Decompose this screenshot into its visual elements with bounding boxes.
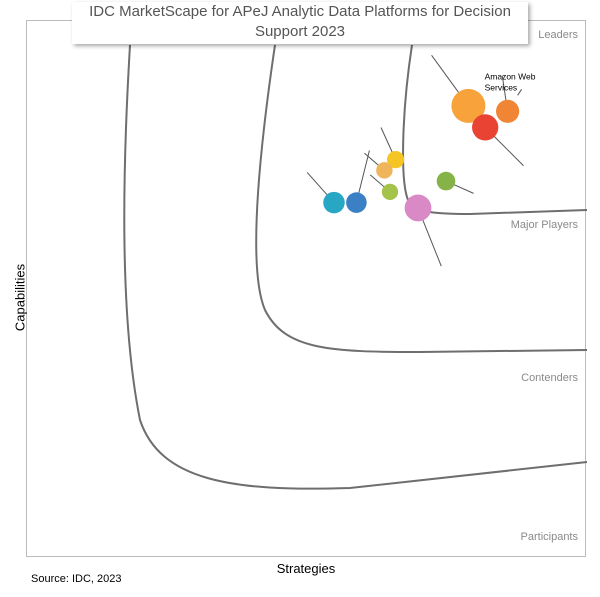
vendor-label-leader	[517, 89, 523, 96]
vendor-bubble	[451, 88, 486, 123]
chart-title: IDC MarketScape for APeJ Analytic Data P…	[72, 2, 528, 44]
vendor-bubble	[472, 114, 499, 141]
chart-title-line-2: Support 2023	[254, 23, 346, 40]
vendor-bubble	[387, 151, 405, 169]
vendor-bubble	[436, 171, 456, 191]
contenders-boundary	[123, 44, 588, 490]
major-players-boundary	[255, 44, 588, 354]
vendor-label: Amazon Web Services	[485, 71, 536, 92]
vendor-bubble	[323, 191, 345, 214]
zone-label-contenders: Contenders	[521, 372, 578, 384]
chart-title-line-1: IDC MarketScape for APeJ Analytic Data P…	[89, 3, 511, 20]
vendor-bubble	[496, 99, 520, 123]
vendor-bubble	[381, 183, 399, 200]
zone-label-major-players: Major Players	[511, 219, 579, 231]
vendor-bubble	[376, 162, 393, 179]
vendor-bubble	[404, 194, 432, 222]
zone-label-participants: Participants	[521, 531, 579, 543]
x-axis-label: Strategies	[276, 561, 336, 576]
leaders-boundary	[402, 44, 588, 216]
vendor-bubble	[346, 192, 367, 213]
source-note: Source: IDC, 2023	[31, 573, 122, 585]
zone-label-leaders: Leaders	[538, 29, 578, 41]
